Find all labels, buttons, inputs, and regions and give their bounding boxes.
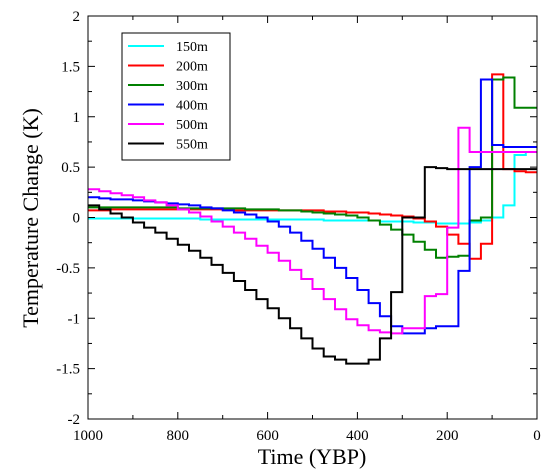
legend-label-200m: 200m <box>176 60 208 75</box>
y-tick-label: -1.5 <box>56 362 80 378</box>
y-tick-label: 0 <box>73 211 81 227</box>
y-tick-label: -1 <box>68 311 81 327</box>
x-axis-label: Time (YBP) <box>258 444 367 469</box>
x-tick-label: 0 <box>533 428 541 444</box>
y-axis-label: Temperature Change (K) <box>18 108 43 328</box>
x-tick-label: 400 <box>346 428 369 444</box>
y-axis-ticks: -2 -1.5 -1 -0.5 0 0.5 1 1.5 2 <box>56 9 537 428</box>
y-tick-label: -0.5 <box>56 261 80 277</box>
x-tick-label: 600 <box>256 428 279 444</box>
x-tick-label: 200 <box>436 428 459 444</box>
legend-label-150m: 150m <box>176 40 208 55</box>
x-tick-label: 1000 <box>73 428 103 444</box>
y-tick-label: -2 <box>68 412 81 428</box>
series-line-500m <box>88 126 537 335</box>
y-tick-label: 1 <box>73 110 81 126</box>
y-tick-label: 2 <box>73 9 81 25</box>
series-line-150m <box>88 151 537 225</box>
legend-label-300m: 300m <box>176 79 208 94</box>
x-axis-ticks: 1000 800 600 400 200 0 <box>73 16 541 444</box>
y-tick-label: 0.5 <box>61 160 80 176</box>
x-tick-label: 800 <box>167 428 190 444</box>
plot-area <box>88 73 537 365</box>
legend: 150m 200m 300m 400m 500m 550m <box>121 32 231 161</box>
legend-label-550m: 550m <box>176 138 208 153</box>
legend-box <box>121 32 231 161</box>
y-tick-label: 1.5 <box>61 59 80 75</box>
series-line-550m <box>88 166 537 365</box>
legend-label-400m: 400m <box>176 99 208 114</box>
legend-label-500m: 500m <box>176 118 208 133</box>
